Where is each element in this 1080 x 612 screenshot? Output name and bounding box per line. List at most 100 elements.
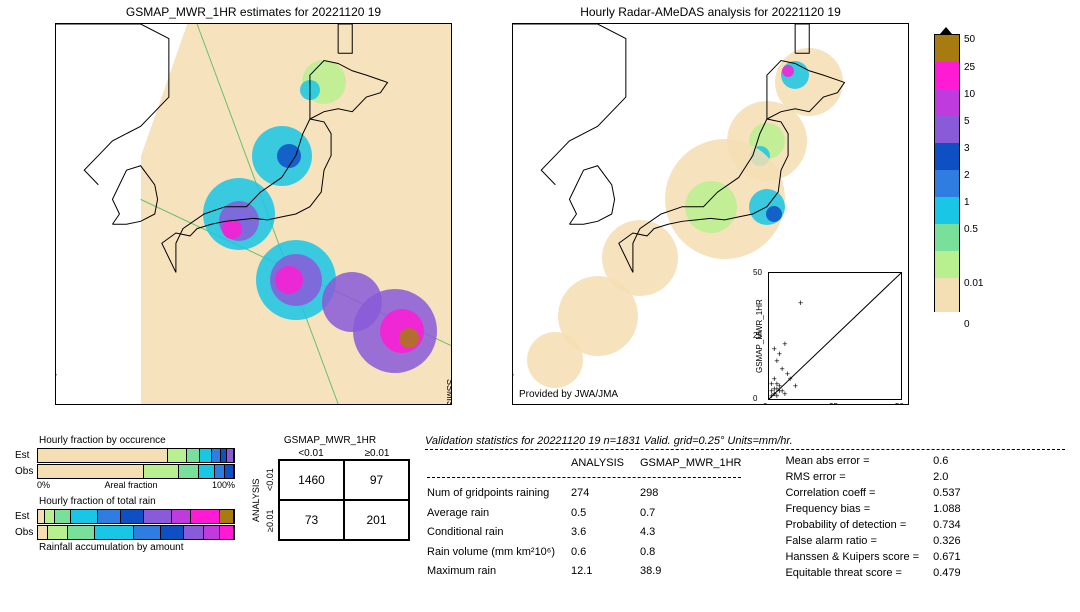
bar-segment: [161, 526, 184, 539]
bar-segment: [184, 526, 204, 539]
contingency-col-headers: <0.01 ≥0.01: [278, 448, 410, 459]
metric-label: Probability of detection =: [779, 518, 925, 532]
occurrence-title: Hourly fraction by occurence: [39, 435, 235, 446]
left-map: 25°N30°N35°N40°N45°N125°E130°E135°E140°E…: [55, 23, 452, 405]
stats-cell: 3.6: [571, 523, 638, 541]
totalrain-bars: Est Obs: [15, 509, 235, 540]
totalrain-footer: Rainfall accumulation by amount: [39, 542, 235, 553]
bar-segment: [227, 449, 234, 462]
stacked-bar: [37, 525, 235, 540]
metric-value: 0.479: [927, 566, 967, 580]
bar-segment: [179, 465, 199, 478]
metric-value: 0.671: [927, 550, 967, 564]
bar-segment: [199, 465, 215, 478]
bottom-row: Hourly fraction by occurence Est Obs 0% A…: [5, 435, 1075, 582]
bars-block: Hourly fraction by occurence Est Obs 0% A…: [15, 435, 235, 582]
cell-01: 97: [344, 460, 409, 500]
contingency-title: GSMAP_MWR_1HR: [250, 435, 410, 446]
bar-row: Est: [15, 448, 235, 463]
cell-11: 201: [344, 500, 409, 540]
bar-row-label: Est: [15, 450, 37, 461]
bar-segment: [121, 510, 144, 523]
stats-cell: Average rain: [427, 504, 569, 522]
contingency-table: GSMAP_MWR_1HR <0.01 ≥0.01 ANALYSIS <0.01…: [250, 435, 410, 582]
metric-label: Mean abs error =: [779, 454, 925, 468]
stats-header: ANALYSIS: [571, 454, 638, 472]
bar-segment: [95, 526, 133, 539]
contingency-ylabel: ANALYSIS: [250, 459, 262, 541]
stats-cell: 38.9: [640, 562, 755, 580]
bar-segment: [144, 465, 179, 478]
stats-header: GSMAP_MWR_1HR: [640, 454, 755, 472]
col-h-0: <0.01: [278, 448, 344, 459]
cell-10: 73: [279, 500, 344, 540]
bar-segment: [221, 449, 228, 462]
bar-segment: [212, 449, 221, 462]
bar-segment: [144, 510, 171, 523]
stats-metrics: Mean abs error =0.6RMS error =2.0Correla…: [777, 452, 968, 582]
row-h-1: ≥0.01: [262, 500, 278, 541]
bar-segment: [168, 449, 188, 462]
bar-segment: [71, 510, 98, 523]
cell-00: 1460: [279, 460, 344, 500]
bar-segment: [38, 526, 48, 539]
stats-cell: 0.6: [571, 543, 638, 561]
stats-cell: 0.7: [640, 504, 755, 522]
right-map-panel: Hourly Radar-AMeDAS analysis for 2022112…: [512, 5, 909, 415]
bar-row-label: Obs: [15, 466, 37, 477]
metric-value: 0.734: [927, 518, 967, 532]
stats-cell: Num of gridpoints raining: [427, 484, 569, 502]
occurrence-axis: 0% Areal fraction 100%: [37, 480, 235, 490]
stats-cell: 0.8: [640, 543, 755, 561]
bar-segment: [215, 465, 226, 478]
bar-segment: [204, 526, 220, 539]
metric-label: Hanssen & Kuipers score =: [779, 550, 925, 564]
stats-cell: Maximum rain: [427, 562, 569, 580]
left-map-panel: GSMAP_MWR_1HR estimates for 20221120 19 …: [55, 5, 452, 415]
bar-row: Obs: [15, 525, 235, 540]
stats-table: ANALYSISGSMAP_MWR_1HR Num of gridpoints r…: [425, 452, 757, 582]
bar-segment: [38, 449, 168, 462]
axis-0: 0%: [37, 480, 50, 490]
stacked-bar: [37, 448, 235, 463]
stats-cell: 274: [571, 484, 638, 502]
metric-label: Equitable threat score =: [779, 566, 925, 580]
bar-segment: [172, 510, 192, 523]
metric-label: False alarm ratio =: [779, 534, 925, 548]
stats-cell: 0.5: [571, 504, 638, 522]
metric-value: 0.326: [927, 534, 967, 548]
bar-segment: [187, 449, 199, 462]
bar-segment: [55, 510, 71, 523]
bar-segment: [225, 465, 234, 478]
bar-row-label: Est: [15, 511, 37, 522]
stats-cell: 298: [640, 484, 755, 502]
metric-value: 1.088: [927, 502, 967, 516]
bar-segment: [45, 510, 55, 523]
bar-segment: [68, 526, 95, 539]
bar-segment: [200, 449, 212, 462]
row-h-0: <0.01: [262, 459, 278, 500]
stats-block: Validation statistics for 20221120 19 n=…: [425, 435, 1065, 582]
bar-row-label: Obs: [15, 527, 37, 538]
stats-cell: Rain volume (mm km²10⁶): [427, 543, 569, 561]
metric-label: RMS error =: [779, 470, 925, 484]
bar-segment: [98, 510, 121, 523]
contingency-grid: 1460 97 73 201: [278, 459, 410, 541]
stats-cell: Conditional rain: [427, 523, 569, 541]
axis-2: 100%: [212, 480, 235, 490]
totalrain-title: Hourly fraction of total rain: [39, 496, 235, 507]
col-h-1: ≥0.01: [344, 448, 410, 459]
stats-title: Validation statistics for 20221120 19 n=…: [425, 435, 1065, 447]
left-map-title: GSMAP_MWR_1HR estimates for 20221120 19: [126, 5, 381, 19]
axis-1: Areal fraction: [104, 480, 157, 490]
bar-row: Obs: [15, 464, 235, 479]
bar-segment: [48, 526, 68, 539]
occurrence-bars: Est Obs: [15, 448, 235, 479]
bar-segment: [220, 526, 234, 539]
bar-row: Est: [15, 509, 235, 524]
bar-segment: [220, 510, 234, 523]
bar-segment: [191, 510, 220, 523]
metric-label: Correlation coeff =: [779, 486, 925, 500]
bar-segment: [134, 526, 161, 539]
colorbar-bottom-triangle: [934, 312, 958, 326]
